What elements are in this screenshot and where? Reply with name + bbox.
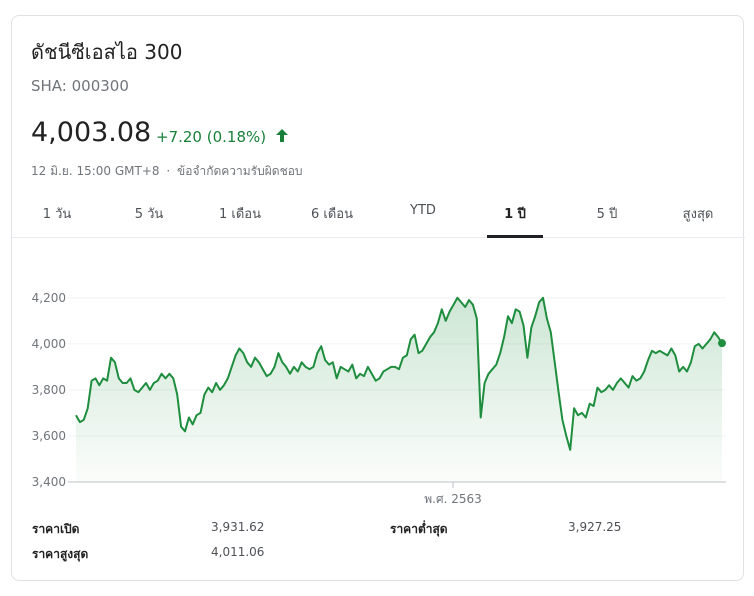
ticker-symbol: SHA: 000300	[31, 77, 129, 95]
y-tick-label: 3,600	[32, 429, 66, 443]
current-price: 4,003.08	[31, 117, 152, 148]
tab-max[interactable]: สูงสุด	[682, 207, 714, 222]
timestamp: 12 มิ.ย. 15:00 GMT+8	[31, 164, 160, 178]
high-label: ราคาสูงสุด	[32, 547, 89, 561]
tab-1-day[interactable]: 1 วัน	[42, 207, 72, 222]
price-area-fill	[76, 297, 722, 482]
tab-1-year[interactable]: 1 ปี	[504, 207, 526, 222]
y-tick-label: 3,800	[32, 383, 66, 397]
tab-ytd[interactable]: YTD	[410, 203, 436, 218]
open-label: ราคาเปิด	[32, 522, 80, 536]
separator: ·	[166, 164, 171, 178]
x-tick-label: พ.ศ. 2563	[424, 492, 482, 506]
last-price-point	[718, 339, 726, 348]
open-value: 3,931.62	[211, 520, 265, 534]
low-label: ราคาต่ำสุด	[390, 522, 448, 536]
price-line	[75, 296, 723, 451]
price-chart[interactable]: 3,400 3,600 3,800 4,000 4,200 พ.ศ. 2563	[12, 244, 745, 506]
disclaimer-link[interactable]: ข้อจำกัดความรับผิดชอบ	[177, 164, 303, 178]
low-value: 3,927.25	[568, 520, 622, 534]
active-tab-indicator	[487, 235, 543, 238]
tab-5-day[interactable]: 5 วัน	[134, 207, 164, 222]
y-tick-label: 4,200	[32, 291, 66, 305]
arrow-up-icon	[276, 129, 288, 142]
tab-6-month[interactable]: 6 เดือน	[311, 207, 353, 222]
stock-card: ดัชนีซีเอสไอ 300 SHA: 000300 4,003.08 +7…	[11, 15, 745, 581]
y-tick-label: 4,000	[32, 337, 66, 351]
price-meta: 12 มิ.ย. 15:00 GMT+8 · ข้อจำกัดความรับผิ…	[31, 162, 303, 181]
high-value: 4,011.06	[211, 545, 265, 559]
range-tabs: 1 วัน 5 วัน 1 เดือน 6 เดือน YTD 1 ปี 5 ป…	[12, 194, 745, 238]
tab-1-month[interactable]: 1 เดือน	[219, 207, 261, 222]
index-name: ดัชนีซีเอสไอ 300	[31, 40, 183, 64]
price-change: +7.20 (0.18%)	[156, 128, 267, 146]
tab-5-year[interactable]: 5 ปี	[596, 207, 618, 222]
y-tick-label: 3,400	[32, 475, 66, 489]
